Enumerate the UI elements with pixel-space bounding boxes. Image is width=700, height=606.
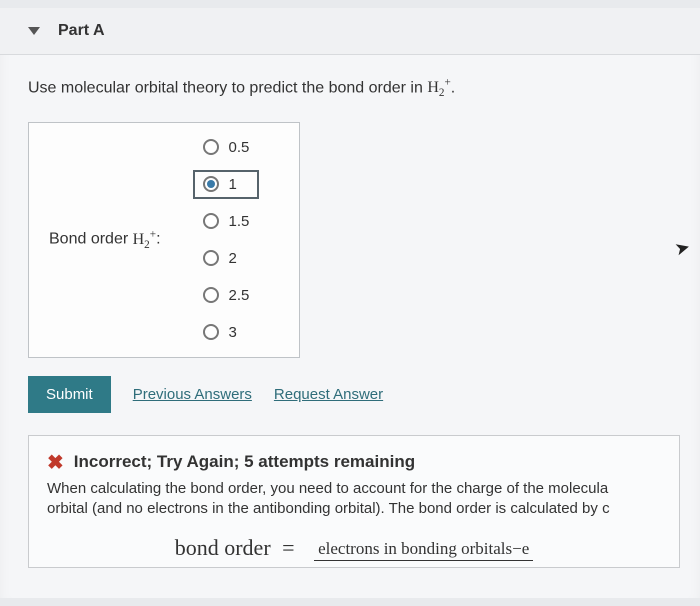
part-title: Part A	[58, 22, 105, 40]
option-2.5[interactable]: 2.5	[193, 281, 260, 310]
prompt-prefix: Use molecular orbital theory to predict …	[28, 79, 427, 96]
feedback-line-2: orbital (and no electrons in the antibon…	[47, 500, 610, 517]
molecule-base: H	[427, 79, 439, 96]
answer-label-prefix: Bond order	[49, 231, 133, 248]
radio-icon	[203, 176, 219, 192]
option-label: 1.5	[229, 213, 250, 230]
answer-mol-sub: 2	[144, 239, 150, 251]
radio-icon	[203, 287, 219, 303]
previous-answers-link[interactable]: Previous Answers	[133, 386, 252, 403]
formula-lhs: bond order	[175, 535, 271, 560]
option-label: 1	[229, 176, 237, 193]
formula-numerator: electrons in bonding orbitals−e	[314, 539, 533, 561]
feedback-body: When calculating the bond order, you nee…	[47, 479, 661, 520]
feedback-heading: ✖ Incorrect; Try Again; 5 attempts remai…	[47, 450, 661, 475]
option-1.5[interactable]: 1.5	[193, 207, 260, 236]
question-panel: Part A Use molecular orbital theory to p…	[0, 8, 700, 598]
radio-icon	[203, 213, 219, 229]
answer-label-suffix: :	[156, 231, 160, 248]
collapse-caret-icon	[28, 27, 40, 35]
options-group: 0.5 1 1.5 2 2.5 3	[193, 133, 260, 347]
option-2[interactable]: 2	[193, 244, 260, 273]
option-label: 2.5	[229, 287, 250, 304]
content-area: Use molecular orbital theory to predict …	[0, 55, 700, 568]
request-answer-link[interactable]: Request Answer	[274, 386, 383, 403]
radio-icon	[203, 250, 219, 266]
part-header[interactable]: Part A	[0, 8, 700, 55]
answer-label: Bond order H2+:	[49, 228, 161, 251]
actions-row: Submit Previous Answers Request Answer	[28, 376, 680, 413]
answer-molecule: H2+	[133, 231, 156, 248]
option-0.5[interactable]: 0.5	[193, 133, 260, 162]
feedback-box: ✖ Incorrect; Try Again; 5 attempts remai…	[28, 435, 680, 569]
feedback-title: Incorrect; Try Again; 5 attempts remaini…	[74, 452, 415, 472]
molecule: H2+	[427, 79, 450, 96]
option-1[interactable]: 1	[193, 170, 260, 199]
feedback-line-1: When calculating the bond order, you nee…	[47, 480, 608, 497]
option-3[interactable]: 3	[193, 318, 260, 347]
option-label: 2	[229, 250, 237, 267]
option-label: 3	[229, 324, 237, 341]
radio-icon	[203, 139, 219, 155]
formula-eq: =	[282, 535, 294, 560]
answer-box: Bond order H2+: 0.5 1 1.5 2 2.5 3	[28, 122, 300, 358]
bond-order-formula: bond order = electrons in bonding orbita…	[47, 535, 661, 561]
question-prompt: Use molecular orbital theory to predict …	[28, 77, 680, 100]
answer-mol-base: H	[133, 231, 145, 248]
submit-button[interactable]: Submit	[28, 376, 111, 413]
prompt-suffix: .	[451, 79, 455, 96]
radio-icon	[203, 324, 219, 340]
molecule-sub: 2	[439, 88, 445, 100]
option-label: 0.5	[229, 139, 250, 156]
incorrect-x-icon: ✖	[47, 450, 64, 475]
